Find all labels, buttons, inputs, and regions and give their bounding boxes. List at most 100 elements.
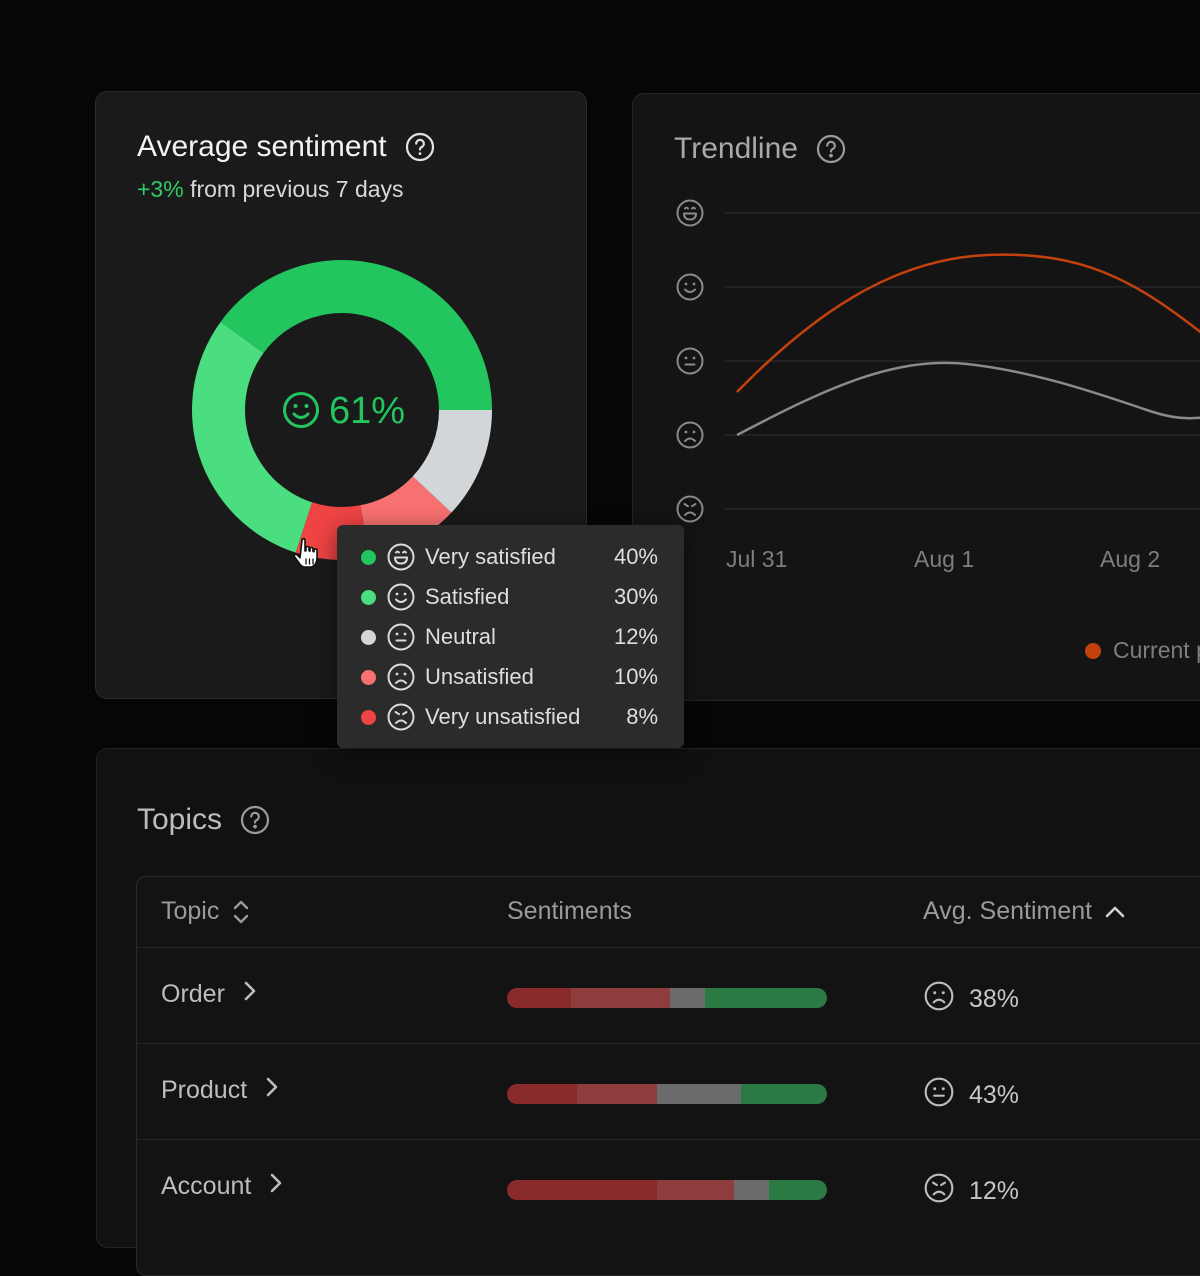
avg-sentiment-cell: 43% [923, 1076, 1019, 1115]
donut-segment-very-satisfied[interactable] [220, 260, 492, 410]
current-period-line [736, 253, 1200, 393]
avg-sentiment-value: 43% [969, 1081, 1020, 1109]
help-icon[interactable] [405, 132, 435, 162]
tooltip-row: Very satisfied 40% [337, 537, 684, 577]
bar-segment [769, 1180, 827, 1200]
trendline-title: Trendline [674, 132, 846, 166]
legend-current-period[interactable]: Current p [1085, 637, 1200, 664]
tooltip-row: Neutral 12% [337, 617, 684, 657]
column-header-avg-sentiment[interactable]: Avg. Sentiment [923, 897, 1126, 926]
table-row[interactable]: Product 43% [137, 1043, 1200, 1139]
sort-ascending-chevron-icon [1105, 906, 1125, 917]
help-icon[interactable] [816, 134, 846, 164]
previous-period-line [736, 361, 1200, 437]
donut-segment-satisfied[interactable] [191, 321, 313, 553]
frown-icon [923, 980, 955, 1019]
frown-icon [386, 662, 416, 692]
column-header-sentiments: Sentiments [507, 897, 633, 925]
trendline-card: Trendline Jul 31 Aug 1 Aug 2 Current p [632, 93, 1200, 701]
sentiment-donut-chart: 61% [191, 260, 493, 560]
x-axis-label: Aug 1 [914, 546, 975, 572]
frown-icon [924, 981, 954, 1011]
table-row[interactable]: Order 38% [137, 947, 1200, 1043]
column-header-topic[interactable]: Topic [161, 897, 251, 926]
sentiment-delta: +3% [137, 176, 184, 202]
avg-sentiment-cell: 38% [923, 980, 1019, 1019]
topics-card: Topics Topic Sentiments Avg. Sentiment O… [96, 748, 1200, 1276]
column-header-topic-label: Topic [161, 897, 220, 925]
bar-segment [705, 988, 827, 1008]
bar-segment [507, 988, 571, 1008]
tooltip-label: Very unsatisfied [425, 704, 581, 729]
bar-segment [577, 1084, 658, 1104]
y-axis-smile-icon [676, 273, 704, 301]
chevron-right-icon [269, 1172, 283, 1201]
topic-name: Account [161, 1172, 252, 1200]
sentiment-change-text: +3% from previous 7 days [137, 176, 404, 203]
laugh-icon [386, 542, 416, 572]
tooltip-label: Neutral [425, 624, 496, 649]
tooltip-value: 12% [613, 624, 658, 649]
meh-icon [387, 623, 415, 651]
topics-table: Topic Sentiments Avg. Sentiment Order 38%… [136, 876, 1200, 1276]
bar-segment [670, 988, 706, 1008]
avg-sentiment-value: 38% [969, 985, 1020, 1013]
topic-link[interactable]: Order [161, 980, 257, 1009]
legend-dot [361, 709, 376, 725]
trendline-chart [676, 199, 1200, 523]
smile-icon [386, 582, 416, 612]
frown-icon [387, 663, 415, 691]
donut-center-smile-icon [283, 392, 319, 428]
hand-pointer-cursor-icon [293, 538, 318, 568]
topic-link[interactable]: Product [161, 1076, 279, 1105]
help-icon[interactable] [240, 805, 270, 835]
donut-segment-neutral[interactable] [412, 410, 493, 513]
bar-segment [734, 1180, 770, 1200]
angry-icon [387, 703, 415, 731]
topic-link[interactable]: Account [161, 1172, 283, 1201]
average-sentiment-title: Average sentiment [137, 130, 435, 164]
donut-center-value: 61% [329, 390, 405, 432]
chevron-right-icon [265, 1076, 279, 1105]
topic-name: Order [161, 980, 225, 1008]
bar-segment [507, 1084, 578, 1104]
legend-dot [361, 549, 376, 565]
table-row[interactable]: Account 12% [137, 1139, 1200, 1235]
donut-tooltip: Very satisfied 40% Satisfied 30% Neutral 12% U… [337, 525, 684, 748]
legend-dot [361, 629, 376, 645]
meh-icon [924, 1077, 954, 1107]
meh-icon [676, 347, 704, 375]
angry-icon [924, 1173, 954, 1203]
sentiment-delta-suffix: from previous 7 days [190, 176, 404, 202]
average-sentiment-title-text: Average sentiment [137, 130, 387, 163]
tooltip-value: 8% [626, 704, 658, 729]
tooltip-value: 10% [613, 664, 658, 689]
smile-icon [676, 273, 704, 301]
y-axis-meh-icon [676, 347, 704, 375]
sentiment-distribution-bar [507, 1180, 827, 1200]
tooltip-label: Very satisfied [425, 544, 556, 569]
column-header-avg-label: Avg. Sentiment [923, 897, 1093, 925]
avg-sentiment-cell: 12% [923, 1172, 1019, 1211]
x-axis-label: Aug 2 [1100, 546, 1161, 572]
legend-dot [361, 589, 376, 605]
tooltip-value: 40% [613, 544, 658, 569]
bar-segment [657, 1180, 735, 1200]
chevron-right-icon [243, 980, 257, 1009]
legend-dot [361, 669, 376, 685]
bar-segment [507, 1180, 658, 1200]
bar-segment [657, 1084, 741, 1104]
tooltip-label: Satisfied [425, 584, 510, 609]
topic-name: Product [161, 1076, 248, 1104]
tooltip-row: Very unsatisfied 8% [337, 697, 684, 737]
legend-dot [1085, 642, 1101, 659]
meh-icon [923, 1076, 955, 1115]
angry-icon [676, 495, 704, 523]
x-axis-label: Jul 31 [726, 546, 788, 572]
meh-icon [386, 622, 416, 652]
tooltip-label: Unsatisfied [425, 664, 534, 689]
smile-icon [387, 583, 415, 611]
angry-icon [923, 1172, 955, 1211]
frown-icon [676, 421, 704, 449]
tooltip-row: Satisfied 30% [337, 577, 684, 617]
